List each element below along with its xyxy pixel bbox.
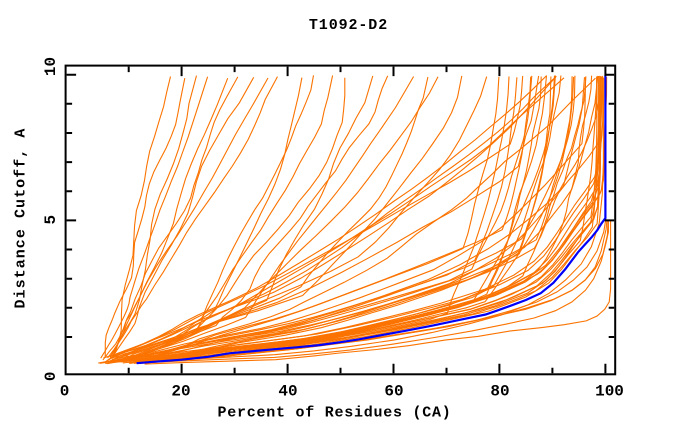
- svg-text:T1092-D2: T1092-D2: [309, 17, 388, 34]
- svg-text:10: 10: [42, 57, 60, 76]
- svg-text:100: 100: [595, 383, 624, 401]
- svg-text:Distance Cutoff, A: Distance Cutoff, A: [13, 128, 30, 309]
- svg-text:40: 40: [278, 383, 297, 401]
- svg-text:0: 0: [42, 371, 60, 381]
- svg-text:80: 80: [490, 383, 509, 401]
- svg-text:60: 60: [384, 383, 403, 401]
- svg-text:0: 0: [60, 383, 70, 401]
- svg-text:5: 5: [42, 215, 60, 225]
- svg-text:20: 20: [171, 383, 190, 401]
- svg-text:Percent of Residues (CA): Percent of Residues (CA): [217, 405, 451, 422]
